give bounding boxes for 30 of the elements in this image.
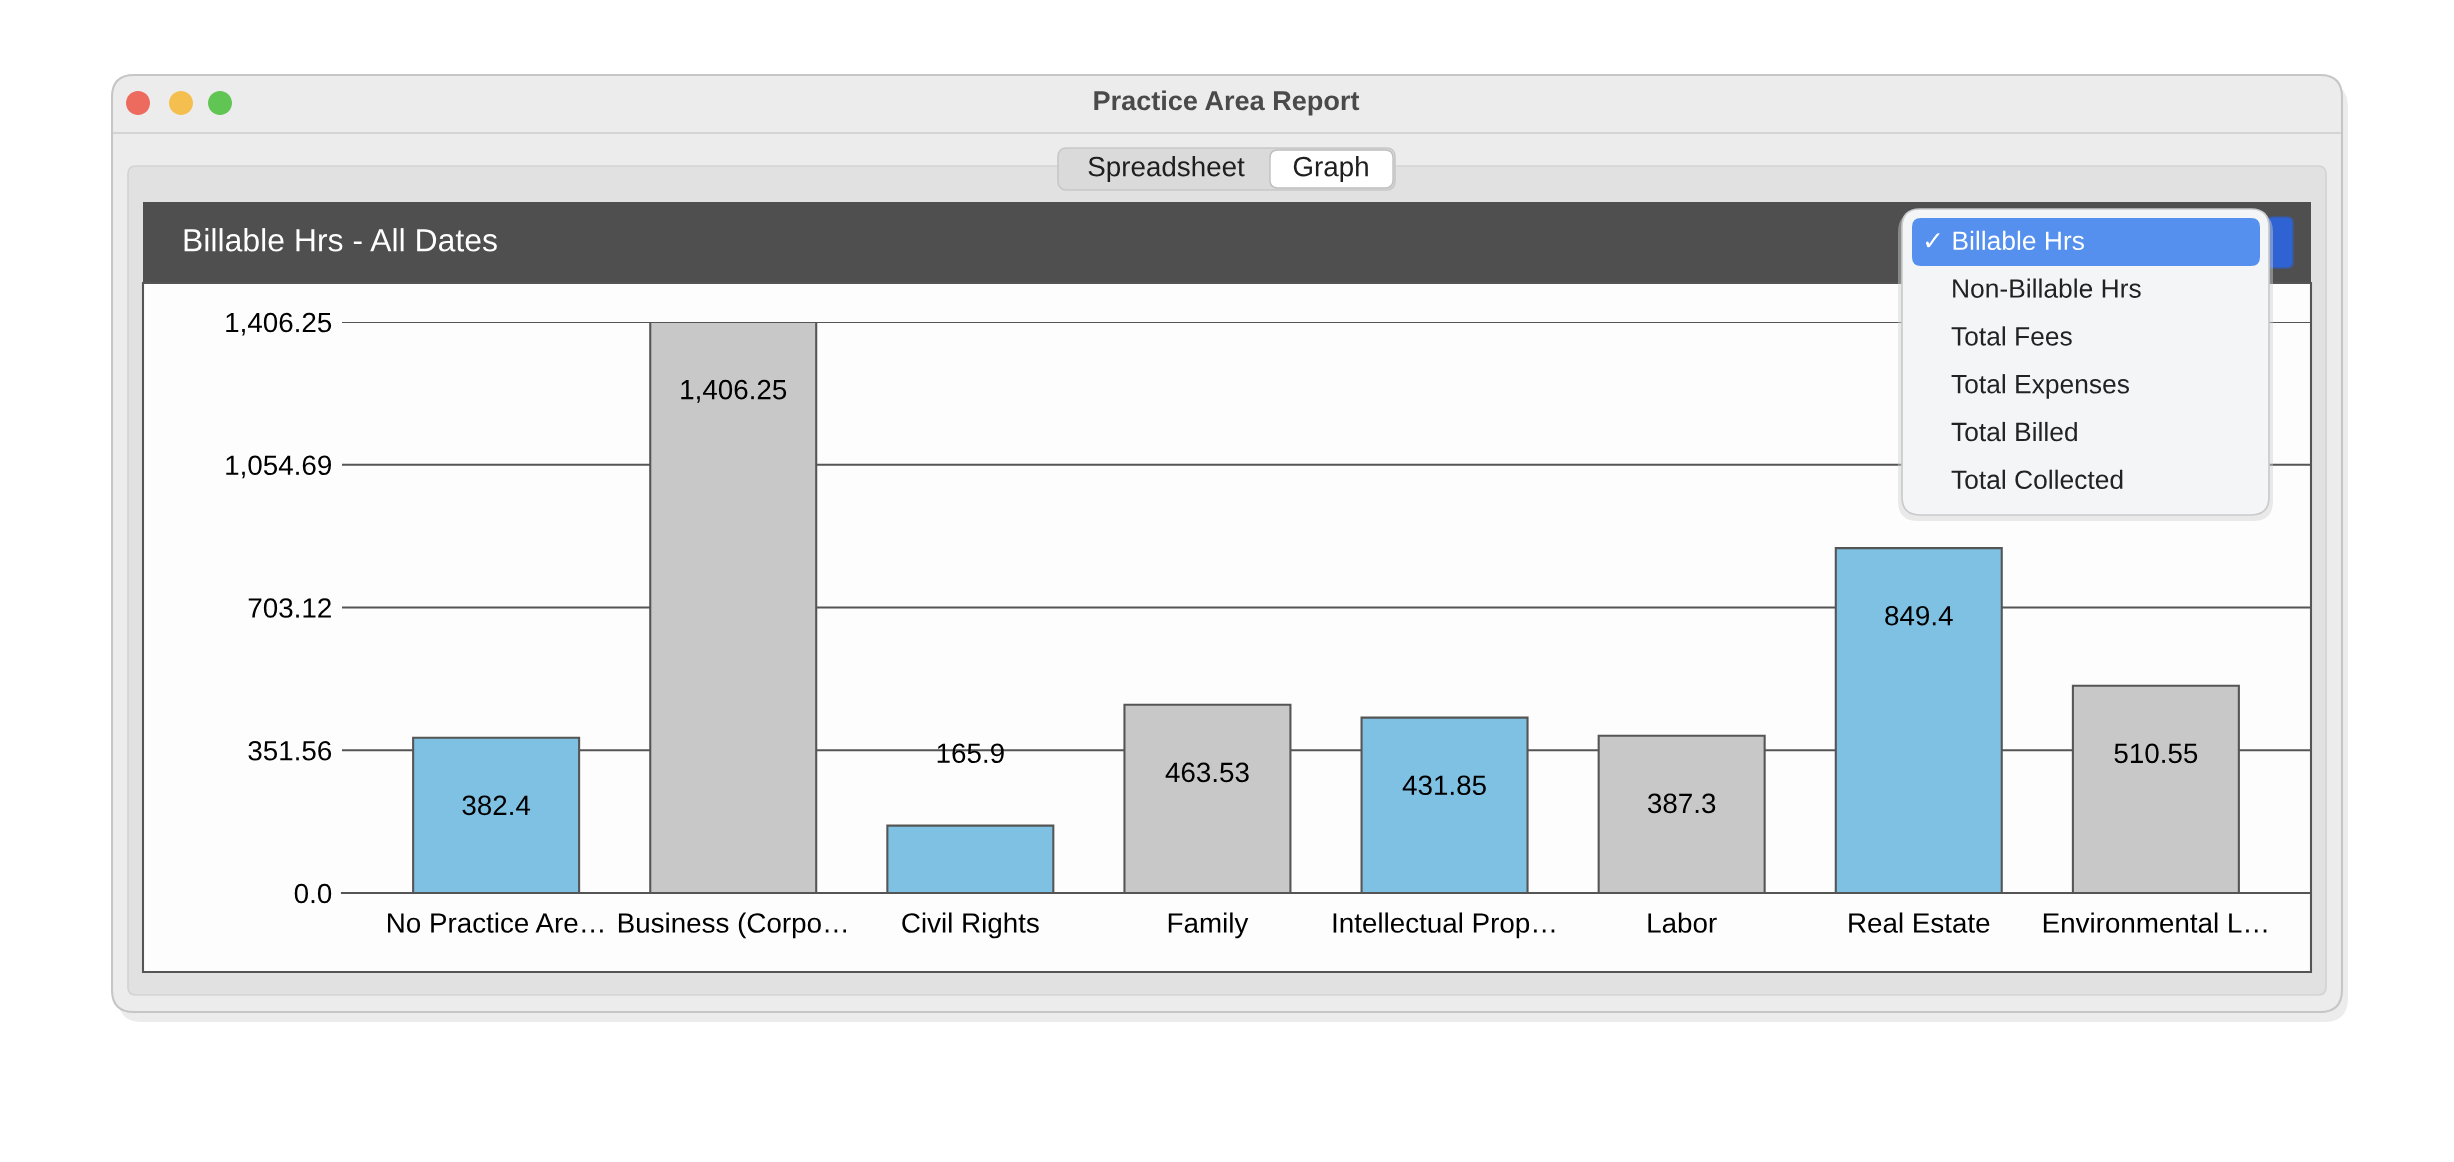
text: Spreadsheet (1088, 156, 1245, 182)
data-label: 849.4 (1885, 605, 1953, 626)
y-tick-label: 1,054.69 (226, 455, 331, 479)
text: ✓ Billable Hrs (1925, 230, 2084, 251)
annotation: Total Expenses (1951, 374, 2129, 399)
x-tick-label: Environmental L… (2043, 912, 2267, 933)
y-tick-label: 703.12 (248, 598, 331, 618)
annotation: Total Billed (1951, 421, 2077, 442)
text: Practice Area Report (1094, 90, 1360, 116)
annotation: Total Collected (1951, 469, 2123, 490)
data-label: 1,406.25 (681, 379, 787, 403)
x-tick-label: Civil Rights (902, 912, 1039, 939)
y-tick-label: 0.0 (294, 883, 332, 904)
x-tick-label: Intellectual Prop… (1333, 912, 1555, 939)
data-label: 387.3 (1647, 793, 1716, 814)
chart-title: Billable Hrs - All Dates (184, 228, 497, 252)
text: Graph (1293, 156, 1368, 182)
data-label: 463.53 (1165, 762, 1249, 783)
x-tick-label: Family (1168, 912, 1249, 939)
x-tick-label: No Practice Are… (388, 912, 603, 933)
x-tick-label: Real Estate (1849, 912, 1990, 933)
data-label: 431.85 (1402, 775, 1486, 796)
annotation: Total Fees (1951, 326, 2072, 346)
text: Non-Billable Hrs (1953, 278, 2141, 298)
y-tick-label: 351.56 (248, 740, 332, 761)
y-tick-label: 1,406.25 (226, 312, 332, 336)
x-tick-label: Business (Corpo… (618, 912, 847, 939)
data-label: 382.4 (462, 795, 531, 816)
data-label: 510.55 (2114, 743, 2198, 764)
x-tick-label: Labor (1648, 912, 1717, 933)
